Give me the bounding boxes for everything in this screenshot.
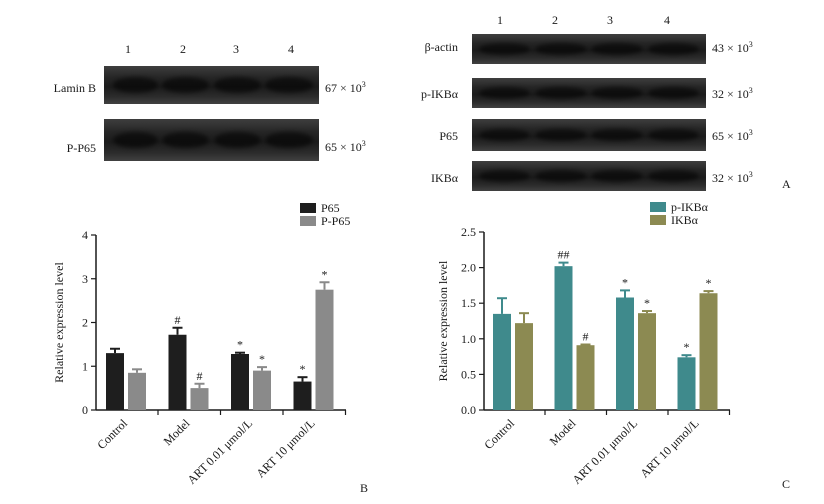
blot-row-label: Lamin B xyxy=(53,81,96,95)
blot-strip-beta-actin xyxy=(472,34,706,64)
bar xyxy=(253,370,271,410)
bar xyxy=(106,353,124,410)
significance-mark: * xyxy=(622,275,628,289)
bar xyxy=(576,345,595,410)
panel-letter: C xyxy=(782,477,790,491)
x-tick-label: Control xyxy=(481,416,517,452)
significance-mark: * xyxy=(706,276,712,290)
panel-letter: B xyxy=(360,481,368,495)
y-axis-label: Relative expression level xyxy=(436,260,450,381)
y-tick-label: 1.5 xyxy=(461,296,476,310)
blot-row-label: β-actin xyxy=(424,40,458,54)
legend-label: IKBα xyxy=(671,213,699,227)
blot-row-label: IKBα xyxy=(431,171,458,185)
legend-swatch xyxy=(300,216,316,226)
significance-mark: * xyxy=(237,338,243,352)
y-tick-label: 0.0 xyxy=(461,403,476,417)
lane-number: 4 xyxy=(664,13,670,27)
bar xyxy=(638,313,656,410)
blot-strip-p65 xyxy=(472,119,706,151)
legend-swatch xyxy=(650,215,666,225)
bar xyxy=(616,297,634,410)
blot-mw-label: 67 × 103 xyxy=(325,80,366,95)
x-tick-label: ART 0.01 μmol/L xyxy=(185,416,256,487)
blot-strip-p-p65 xyxy=(104,119,319,161)
y-tick-label: 2 xyxy=(82,316,88,330)
bar xyxy=(515,323,533,410)
bar xyxy=(168,334,187,410)
significance-mark: # xyxy=(583,329,589,343)
blot-mw-label: 65 × 103 xyxy=(712,128,753,143)
significance-mark: * xyxy=(322,267,328,281)
lane-number: 3 xyxy=(233,42,239,56)
significance-mark: # xyxy=(197,369,203,383)
bar xyxy=(699,293,718,410)
blot-row-label: P65 xyxy=(439,129,458,143)
y-tick-label: 0.5 xyxy=(461,367,476,381)
x-tick-label: ART 10 μmol/L xyxy=(637,416,701,480)
lane-number: 4 xyxy=(288,42,294,56)
panel-letter-a: A xyxy=(782,177,791,191)
lane-number: 3 xyxy=(607,13,613,27)
lane-number: 1 xyxy=(125,42,131,56)
blot-strip-ikba xyxy=(472,161,706,191)
lane-number: 2 xyxy=(552,13,558,27)
blot-mw-label: 43 × 103 xyxy=(712,40,753,55)
significance-mark: * xyxy=(644,296,650,310)
blot-mw-label: 32 × 103 xyxy=(712,86,753,101)
blot-row-label: p-IKBα xyxy=(421,87,458,101)
bar xyxy=(554,266,573,410)
significance-mark: * xyxy=(684,340,690,354)
bar xyxy=(190,388,209,410)
y-tick-label: 1 xyxy=(82,359,88,373)
legend-swatch xyxy=(650,202,666,212)
legend-label: P65 xyxy=(321,201,340,215)
significance-mark: * xyxy=(259,352,265,366)
lane-number: 2 xyxy=(180,42,186,56)
legend-label: p-IKBα xyxy=(671,200,709,214)
y-tick-label: 0 xyxy=(82,403,88,417)
significance-mark: # xyxy=(175,313,181,327)
significance-mark: ## xyxy=(558,248,570,262)
x-tick-label: Control xyxy=(94,416,130,452)
y-axis-label: Relative expression level xyxy=(52,262,66,383)
blot-row-label: P-P65 xyxy=(66,141,96,155)
x-tick-label: ART 0.01 μmol/L xyxy=(570,416,641,487)
legend-swatch xyxy=(300,203,316,213)
lane-number: 1 xyxy=(497,13,503,27)
legend-label: P-P65 xyxy=(321,214,350,228)
bar xyxy=(493,313,511,410)
y-tick-label: 4 xyxy=(82,228,88,242)
bar xyxy=(315,289,334,410)
blot-mw-label: 65 × 103 xyxy=(325,139,366,154)
bar xyxy=(677,357,696,410)
y-tick-label: 1.0 xyxy=(461,332,476,346)
blot-strip-lamin-b xyxy=(104,66,319,104)
y-tick-label: 3 xyxy=(82,272,88,286)
x-tick-label: Model xyxy=(161,416,194,449)
x-tick-label: Model xyxy=(547,416,580,449)
bar xyxy=(293,381,312,410)
y-tick-label: 2.5 xyxy=(461,225,476,239)
blot-mw-label: 32 × 103 xyxy=(712,170,753,185)
bar xyxy=(231,354,249,410)
x-tick-label: ART 10 μmol/L xyxy=(253,416,317,480)
significance-mark: * xyxy=(300,362,306,376)
y-tick-label: 2.0 xyxy=(461,261,476,275)
blot-strip-p-ikba xyxy=(472,78,706,108)
bar xyxy=(128,372,146,410)
